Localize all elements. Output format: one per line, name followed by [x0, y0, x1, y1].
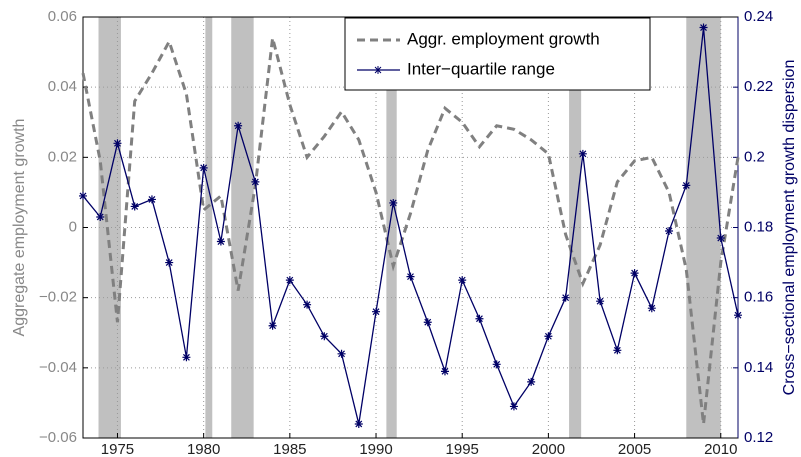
- y-tick-label: 0: [69, 218, 77, 235]
- marker: [251, 177, 260, 186]
- y2-tick-label: 0.22: [744, 78, 773, 95]
- x-tick-label: 1995: [446, 441, 479, 457]
- x-tick-label: 2000: [532, 441, 565, 457]
- marker: [475, 314, 484, 323]
- marker: [320, 332, 329, 341]
- x-tick-label: 1975: [101, 441, 134, 457]
- legend-box: [344, 17, 651, 91]
- marker: [544, 332, 553, 341]
- marker: [682, 181, 691, 190]
- y-tick-label: 0.06: [48, 8, 77, 25]
- marker: [303, 300, 312, 309]
- y-tick-label: −0.02: [39, 289, 77, 306]
- x-tick-label: 2010: [704, 441, 737, 457]
- legend-label: Inter−quartile range: [407, 59, 555, 78]
- marker: [716, 234, 725, 243]
- y-tick-label: −0.04: [39, 359, 77, 376]
- legend-label: Aggr. employment growth: [407, 29, 600, 48]
- series-line: [81, 37, 740, 425]
- recession-band: [205, 17, 213, 438]
- marker: [509, 402, 518, 411]
- marker: [647, 304, 656, 313]
- y2-tick-label: 0.18: [744, 218, 773, 235]
- marker: [216, 237, 225, 246]
- y-tick-label: 0.02: [48, 148, 77, 165]
- marker: [406, 272, 415, 281]
- y2-tick-label: 0.2: [744, 148, 765, 165]
- y2-tick-label: 0.12: [744, 429, 773, 446]
- x-tick-label: 1985: [273, 441, 306, 457]
- marker: [630, 269, 639, 278]
- marker: [268, 321, 277, 330]
- x-tick-label: 1980: [187, 441, 220, 457]
- marker: [423, 318, 432, 327]
- marker: [79, 191, 87, 200]
- y2-tick-label: 0.14: [744, 359, 773, 376]
- x-tick-label: 2005: [618, 441, 651, 457]
- marker: [699, 23, 708, 32]
- marker: [113, 139, 122, 148]
- marker: [561, 293, 570, 302]
- marker: [337, 349, 346, 358]
- marker: [578, 149, 587, 158]
- marker: [596, 297, 605, 306]
- y-tick-label: −0.06: [39, 429, 77, 446]
- y2-axis-label: Cross−sectional employment growth disper…: [781, 60, 798, 396]
- marker: [147, 195, 156, 204]
- marker: [354, 419, 363, 428]
- marker: [130, 202, 139, 211]
- marker: [234, 121, 243, 130]
- marker: [199, 163, 208, 172]
- recession-band: [98, 17, 121, 438]
- marker: [527, 377, 536, 386]
- marker: [96, 212, 105, 221]
- y-axis-label: Aggregate employment growth: [11, 119, 28, 337]
- y-tick-label: 0.04: [48, 78, 77, 95]
- marker: [389, 198, 398, 207]
- marker: [734, 311, 742, 320]
- y2-tick-label: 0.16: [744, 289, 773, 306]
- marker: [182, 353, 191, 362]
- x-tick-label: 1990: [359, 441, 392, 457]
- marker: [492, 360, 501, 369]
- recession-band: [231, 17, 254, 438]
- marker: [665, 227, 674, 236]
- marker: [372, 307, 381, 316]
- marker: [613, 346, 622, 355]
- y2-tick-label: 0.24: [744, 8, 773, 25]
- marker: [285, 276, 294, 285]
- marker: [165, 258, 174, 267]
- marker: [458, 276, 467, 285]
- marker: [440, 367, 449, 376]
- legend-marker: [374, 66, 382, 74]
